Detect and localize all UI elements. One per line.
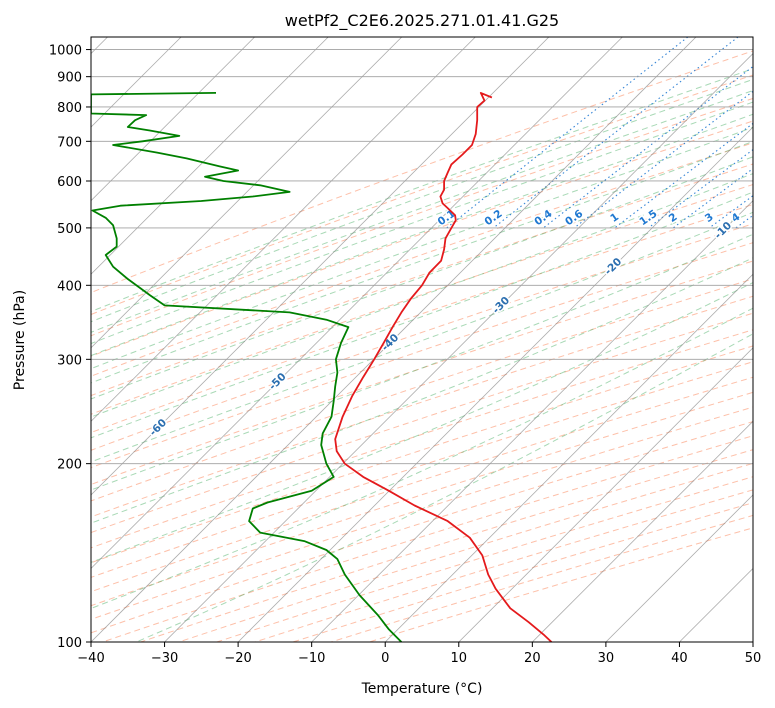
y-tick-label: 200 xyxy=(57,458,82,473)
dry-adiabat-line xyxy=(91,278,753,502)
moist-adiabat-line xyxy=(91,126,753,370)
moist-adiabat-line xyxy=(91,173,753,418)
dry-adiabat-line xyxy=(91,376,753,593)
mixing-ratio-line xyxy=(672,167,753,229)
isotherm-line xyxy=(458,347,753,642)
y-tick-label: 800 xyxy=(57,101,82,116)
temperature-line xyxy=(334,92,553,642)
moist-adiabat-line xyxy=(91,211,753,463)
mixing-ratio-line xyxy=(648,148,753,229)
dry-adiabat-line xyxy=(91,74,753,316)
x-tick-label: −40 xyxy=(77,651,104,666)
x-tick-label: 10 xyxy=(451,651,468,666)
y-axis-label: Pressure (hPa) xyxy=(12,290,28,390)
y-tick-label: 900 xyxy=(57,71,82,86)
x-tick-label: 50 xyxy=(745,651,762,666)
moist-adiabat-line xyxy=(91,89,753,333)
mixing-ratio-line xyxy=(446,37,689,229)
moist-adiabat-line xyxy=(91,233,753,491)
moist-adiabat-line xyxy=(91,257,753,524)
moist-adiabat-line xyxy=(91,156,753,400)
x-tick-label: 30 xyxy=(598,651,615,666)
x-tick-label: 40 xyxy=(671,651,688,666)
isotherm-line xyxy=(91,37,476,422)
y-tick-label: 1000 xyxy=(49,44,82,59)
dry-adiabat-line xyxy=(91,142,753,377)
dry-adiabat-line xyxy=(91,329,753,549)
isotherm-line xyxy=(237,126,753,642)
isotherm-line xyxy=(384,273,753,642)
series-group xyxy=(91,92,553,642)
isotherm-line xyxy=(91,37,550,496)
isotherm-line xyxy=(91,37,329,275)
dry-adiabat-line xyxy=(91,50,753,294)
plot-frame xyxy=(90,36,754,643)
moist-adiabat-line xyxy=(91,113,753,357)
x-tick-label: −30 xyxy=(151,651,178,666)
y-tick-label: 400 xyxy=(57,279,82,294)
x-tick-label: −10 xyxy=(298,651,325,666)
axes-group: −40 −30 −20 −10 0 10 20 30 40 50 100 200 300 400 500 60… xyxy=(49,44,761,666)
dry-adiabat-line xyxy=(91,184,753,415)
x-tick-label: 20 xyxy=(524,651,541,666)
dry-adiabat-line xyxy=(91,97,753,337)
moist-adiabat-line xyxy=(91,68,753,313)
x-tick-label: −20 xyxy=(224,651,251,666)
isotherm-line xyxy=(311,200,753,642)
dry-adiabat-line xyxy=(91,223,753,451)
chart-title: wetPf2_C2E6.2025.271.01.41.G25 xyxy=(285,11,559,31)
plot-area xyxy=(91,37,753,642)
y-tick-label: 700 xyxy=(57,135,82,150)
y-tick-label: 500 xyxy=(57,222,82,237)
moist-adiabat-line xyxy=(136,333,753,642)
isotherm-line xyxy=(91,37,403,349)
background-lines xyxy=(91,37,753,642)
x-axis-label: Temperature (°C) xyxy=(361,681,483,697)
isotherm-line xyxy=(91,37,697,642)
dry-adiabat-line xyxy=(91,361,753,578)
dewpoint-line xyxy=(91,92,403,642)
moist-adiabat-line xyxy=(91,78,753,323)
x-tick-label: 0 xyxy=(381,651,389,666)
y-tick-label: 300 xyxy=(57,353,82,368)
isotherm-line xyxy=(91,37,623,570)
isotherm-line xyxy=(164,52,753,642)
y-tick-label: 600 xyxy=(57,175,82,190)
dry-adiabat-line xyxy=(91,163,753,397)
mixing-ratio-line xyxy=(493,37,739,229)
isotherm-line xyxy=(532,420,753,642)
isotherm-line xyxy=(91,37,255,202)
mixing-ratio-line xyxy=(573,90,753,229)
moist-adiabat-line xyxy=(91,282,753,563)
dry-adiabat-line xyxy=(91,242,753,469)
isotherm-line xyxy=(605,494,753,642)
y-tick-label: 100 xyxy=(57,636,82,651)
moist-adiabat-line xyxy=(91,140,753,384)
